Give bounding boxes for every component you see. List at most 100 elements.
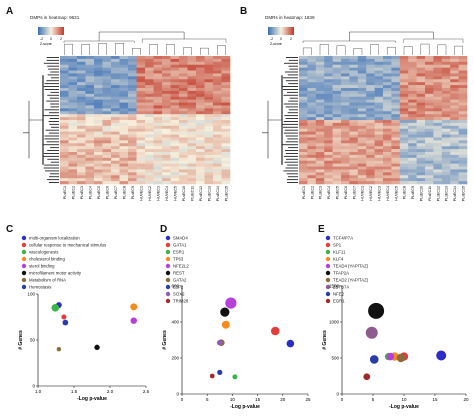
heatmap-cell	[458, 93, 468, 98]
heatmap-cell	[374, 56, 384, 60]
legend-swatch	[165, 284, 171, 290]
heatmap-cell	[391, 67, 401, 71]
heatmap-cell	[366, 163, 375, 167]
heatmap-cell	[102, 117, 112, 121]
heatmap-cell	[299, 114, 308, 118]
heatmap-cell	[196, 105, 205, 109]
heatmap-cell	[128, 181, 137, 185]
heatmap-cell	[85, 166, 95, 170]
heatmap-cell	[85, 160, 95, 164]
heatmap-cell	[68, 70, 78, 74]
heatmap-cell	[332, 120, 342, 124]
heatmap-cell	[383, 166, 392, 170]
heatmap-cell	[341, 120, 350, 124]
heatmap-cell	[68, 172, 78, 176]
heatmap-cell	[299, 131, 308, 135]
heatmap-cell	[408, 157, 417, 162]
heatmap-cell	[136, 56, 146, 60]
heatmap-cell	[111, 181, 120, 185]
heatmap-cell	[213, 58, 222, 63]
heatmap-cell	[162, 149, 171, 153]
heatmap-cell	[357, 73, 367, 77]
column-label: PLsEC4	[327, 186, 331, 199]
heatmap-cell	[85, 102, 95, 106]
heatmap-cell	[221, 90, 231, 95]
heatmap-cell	[425, 102, 434, 106]
heatmap-cell	[366, 56, 375, 60]
heatmap-cell	[162, 172, 171, 176]
legend-swatch	[165, 298, 171, 304]
heatmap-cell	[119, 149, 129, 153]
heatmap-cell	[136, 154, 146, 159]
legend-swatch	[325, 298, 331, 304]
heatmap-cell	[349, 125, 359, 130]
heatmap-cell	[111, 125, 120, 130]
heatmap-cell	[60, 134, 69, 138]
heatmap-cell	[366, 90, 375, 95]
heatmap-cell	[383, 61, 392, 66]
heatmap-cell	[102, 102, 112, 106]
heatmap-cell	[204, 58, 214, 63]
heatmap-cell	[299, 70, 308, 74]
heatmap-cell	[307, 172, 317, 176]
heatmap-cell	[68, 105, 78, 109]
heatmap-cell	[145, 64, 154, 68]
heatmap-cell	[196, 143, 205, 147]
heatmap-cell	[153, 76, 163, 80]
heatmap-cell	[416, 85, 426, 89]
heatmap-cell	[357, 178, 367, 182]
heatmap-cell	[383, 96, 392, 100]
heatmap-cell	[102, 146, 112, 150]
heatmap-cell	[111, 76, 120, 80]
heatmap-cell	[77, 108, 86, 112]
heatmap-cell	[94, 70, 103, 74]
heatmap-cell	[77, 64, 86, 68]
heatmap-cell	[119, 178, 129, 182]
heatmap-cell	[128, 56, 137, 60]
heatmap-cell	[170, 125, 180, 130]
heatmap-cell	[408, 93, 417, 98]
heatmap-cell	[341, 137, 350, 141]
heatmap-cell	[111, 108, 120, 112]
heatmap-cell	[128, 172, 137, 176]
heatmap-cell	[366, 111, 375, 115]
heatmap-cell	[60, 79, 69, 83]
legend-swatch	[21, 284, 27, 290]
heatmap-cell	[374, 61, 384, 66]
heatmap-cell	[307, 64, 317, 68]
heatmap-cell	[366, 73, 375, 77]
heatmap-cell	[68, 166, 78, 170]
heatmap-cell	[77, 82, 86, 86]
heatmap-cell	[162, 64, 171, 68]
heatmap-cell	[349, 111, 359, 115]
heatmap-cell	[383, 58, 392, 63]
data-point	[286, 339, 295, 348]
heatmap-cell	[366, 102, 375, 106]
heatmap-cell	[136, 93, 146, 98]
heatmap-cell	[374, 175, 384, 179]
heatmap-cell	[450, 125, 459, 130]
heatmap-cell	[204, 99, 214, 103]
heatmap-cell	[458, 172, 468, 176]
heatmap-cell	[68, 137, 78, 141]
heatmap-cell	[315, 154, 325, 159]
heatmap-cell	[170, 131, 180, 135]
heatmap-cell	[162, 160, 171, 164]
heatmap-cell	[179, 58, 188, 63]
heatmap-cell	[324, 122, 333, 127]
heatmap-cell	[416, 143, 426, 147]
heatmap-cell	[324, 169, 333, 173]
heatmap-cell	[136, 160, 146, 164]
heatmap-cell	[128, 67, 137, 71]
heatmap-cell	[85, 64, 95, 68]
heatmap-cell	[399, 85, 409, 89]
heatmap-cell	[458, 105, 468, 109]
data-point	[225, 297, 237, 309]
heatmap-cell	[349, 149, 359, 153]
heatmap-cell	[399, 178, 409, 182]
heatmap-cell	[433, 166, 443, 170]
heatmap-cell	[145, 88, 154, 92]
heatmap-cell	[416, 140, 426, 144]
column-label: PLsEC8	[122, 186, 126, 199]
